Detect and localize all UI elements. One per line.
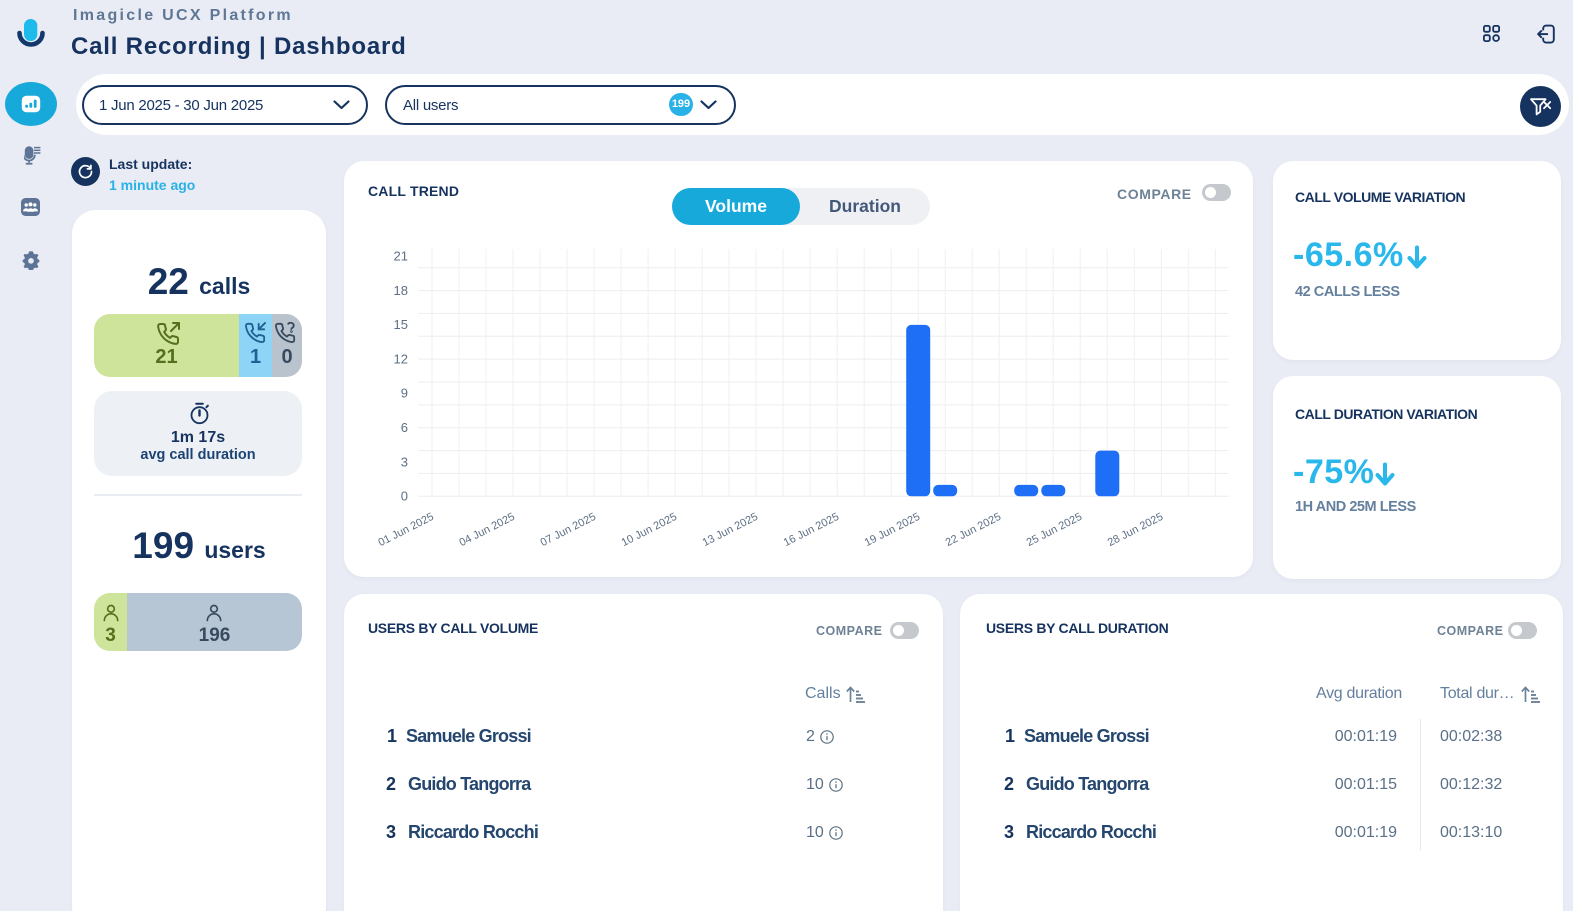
svg-text:0: 0 (401, 489, 408, 504)
svg-text:01 Jun 2025: 01 Jun 2025 (376, 511, 435, 549)
svg-text:16 Jun 2025: 16 Jun 2025 (782, 511, 841, 549)
svg-text:6: 6 (401, 420, 408, 435)
svg-text:18: 18 (394, 283, 408, 298)
svg-text:3: 3 (401, 454, 408, 469)
svg-text:13 Jun 2025: 13 Jun 2025 (701, 511, 760, 549)
svg-text:10 Jun 2025: 10 Jun 2025 (620, 511, 679, 549)
svg-text:25 Jun 2025: 25 Jun 2025 (1025, 511, 1084, 549)
svg-text:19 Jun 2025: 19 Jun 2025 (863, 511, 922, 549)
svg-text:21: 21 (394, 249, 408, 264)
svg-text:28 Jun 2025: 28 Jun 2025 (1106, 511, 1165, 549)
svg-text:12: 12 (394, 352, 408, 367)
svg-text:22 Jun 2025: 22 Jun 2025 (944, 511, 1003, 549)
svg-text:15: 15 (394, 317, 408, 332)
svg-text:07 Jun 2025: 07 Jun 2025 (539, 511, 598, 549)
svg-text:04 Jun 2025: 04 Jun 2025 (457, 511, 516, 549)
svg-text:9: 9 (401, 386, 408, 401)
